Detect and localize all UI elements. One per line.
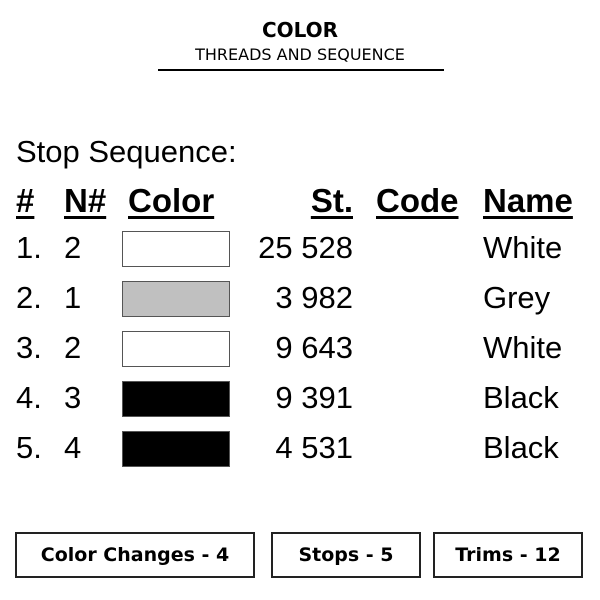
color-changes-summary: Color Changes - 4: [15, 532, 255, 578]
color-swatch: [122, 281, 230, 317]
color-swatch: [122, 231, 230, 267]
trims-summary: Trims - 12: [433, 532, 583, 578]
row-needle: 2: [64, 330, 82, 365]
row-needle: 3: [64, 380, 82, 415]
row-stitches: 25 528: [258, 230, 353, 265]
column-header-index: #: [16, 182, 35, 219]
page-subtitle: THREADS AND SEQUENCE: [195, 45, 405, 64]
stops-summary: Stops - 5: [271, 532, 421, 578]
row-index: 5.: [16, 430, 42, 465]
column-header-stitches: St.: [310, 182, 353, 219]
color-swatch: [122, 331, 230, 367]
row-name: Grey: [483, 280, 551, 315]
row-stitches: 3 982: [275, 280, 353, 315]
row-name: Black: [483, 380, 559, 415]
row-stitches: 4 531: [275, 430, 353, 465]
row-stitches: 9 643: [275, 330, 353, 365]
row-needle: 1: [64, 280, 82, 315]
color-swatch: [122, 381, 230, 417]
row-index: 4.: [16, 380, 42, 415]
row-needle: 4: [64, 430, 82, 465]
column-header-needle: N#: [64, 182, 107, 219]
row-name: Black: [483, 430, 559, 465]
row-needle: 2: [64, 230, 82, 265]
page-title: COLOR: [261, 18, 339, 42]
row-index: 2.: [16, 280, 42, 315]
column-header-code: Code: [376, 182, 459, 219]
row-stitches: 9 391: [275, 380, 353, 415]
row-index: 1.: [16, 230, 42, 265]
section-title: Stop Sequence:: [16, 134, 237, 169]
row-name: White: [483, 230, 563, 265]
title-divider: [158, 69, 444, 71]
column-header-color: Color: [128, 182, 215, 219]
row-name: White: [483, 330, 563, 365]
row-index: 3.: [16, 330, 42, 365]
color-swatch: [122, 431, 230, 467]
column-header-name: Name: [483, 182, 573, 219]
